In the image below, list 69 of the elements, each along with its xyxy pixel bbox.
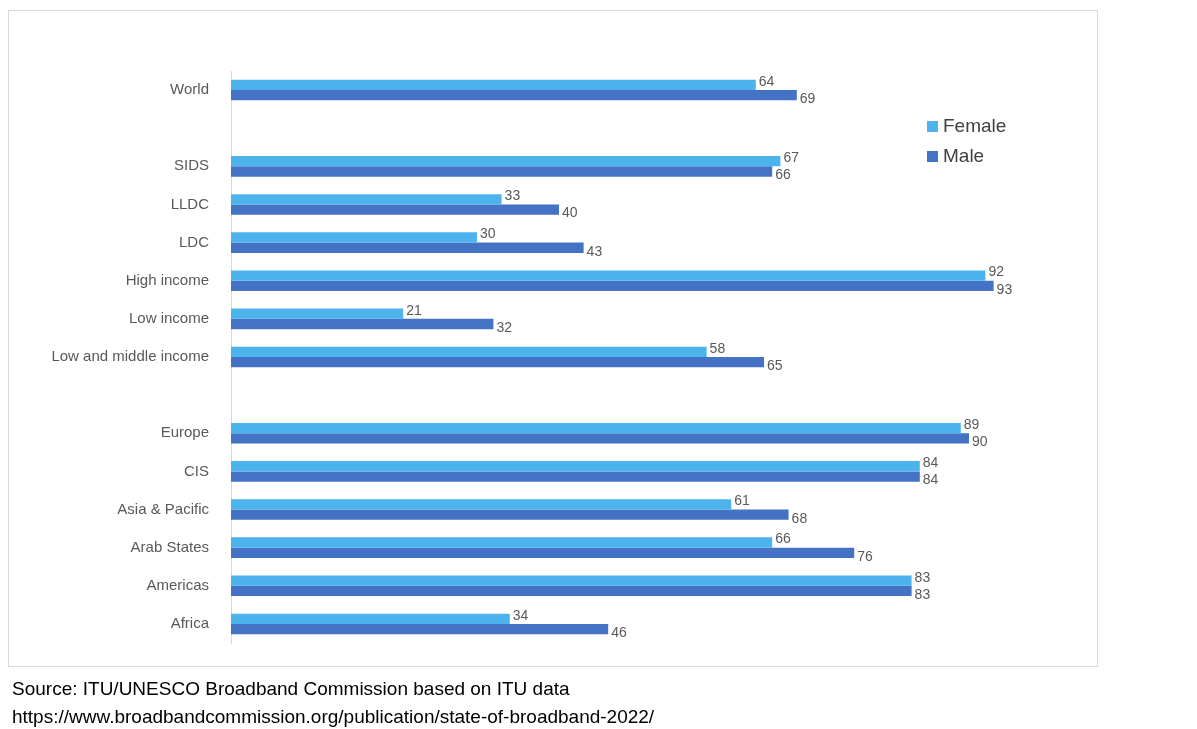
data-label: 46	[611, 623, 627, 640]
bar	[231, 204, 559, 215]
bar	[231, 79, 756, 91]
bar	[231, 471, 920, 482]
data-label: 92	[988, 263, 1005, 280]
data-label: 93	[996, 280, 1013, 297]
bar	[231, 270, 986, 281]
bar	[231, 90, 797, 101]
y-tick-label: Africa	[170, 614, 210, 632]
data-label: 43	[586, 242, 603, 259]
y-tick-label: Asia & Pacific	[117, 499, 210, 517]
data-label: 84	[922, 471, 939, 488]
y-tick-label: LLDC	[170, 194, 210, 212]
bar	[231, 509, 789, 520]
bar	[231, 433, 969, 444]
data-label: 33	[504, 187, 521, 204]
data-label: 66	[775, 530, 791, 547]
data-label: 64	[758, 72, 775, 89]
bar	[231, 357, 764, 368]
bar	[231, 280, 994, 292]
data-label: 69	[799, 90, 816, 107]
y-tick-label: Arab States	[130, 537, 209, 555]
bar	[231, 547, 855, 558]
data-label: 32	[496, 318, 513, 335]
data-label: 84	[922, 454, 939, 471]
source-note: Source: ITU/UNESCO Broadband Commission based on ITU data	[12, 677, 571, 701]
data-label: 68	[791, 509, 808, 526]
data-label: 83	[914, 585, 931, 602]
bar	[231, 318, 494, 330]
y-tick-label: Americas	[146, 575, 209, 593]
y-tick-label: LDC	[178, 232, 210, 250]
data-label: 67	[783, 149, 800, 166]
data-label: 30	[480, 225, 496, 242]
bar	[231, 166, 773, 177]
bar	[231, 194, 502, 205]
legend-label: Female	[943, 115, 1007, 137]
y-tick-label: Low and middle income	[51, 347, 209, 365]
data-label: 40	[562, 204, 578, 221]
y-tick-label: High income	[125, 270, 209, 288]
bar	[231, 422, 961, 434]
bar	[231, 308, 404, 319]
bar	[231, 623, 609, 635]
bar	[231, 242, 584, 253]
data-label: 83	[914, 568, 931, 585]
data-label: 76	[857, 547, 873, 564]
data-label: 34	[512, 606, 529, 623]
y-tick-label: World	[170, 80, 209, 98]
bar	[231, 232, 477, 243]
data-label: 58	[709, 339, 726, 356]
y-tick-label: Low income	[128, 309, 209, 327]
data-label: 65	[767, 357, 783, 374]
data-label: 61	[734, 492, 750, 509]
bar	[231, 346, 707, 357]
bar	[231, 499, 732, 510]
bar	[231, 613, 510, 624]
bar	[231, 585, 912, 597]
y-tick-label: SIDS	[173, 156, 209, 174]
bar	[231, 537, 773, 548]
bar	[231, 156, 781, 167]
bar	[231, 575, 912, 586]
data-label: 90	[972, 433, 988, 450]
y-tick-label: Europe	[160, 423, 209, 441]
data-label: 89	[963, 415, 980, 432]
legend-label: Male	[943, 145, 985, 167]
text: https://www.broadbandcommission.org/publication/state-of-broadband-2022/	[12, 705, 655, 729]
y-tick-label: CIS	[183, 461, 209, 479]
data-label: 66	[775, 166, 791, 183]
bar	[231, 461, 920, 472]
data-label: 21	[406, 301, 422, 318]
